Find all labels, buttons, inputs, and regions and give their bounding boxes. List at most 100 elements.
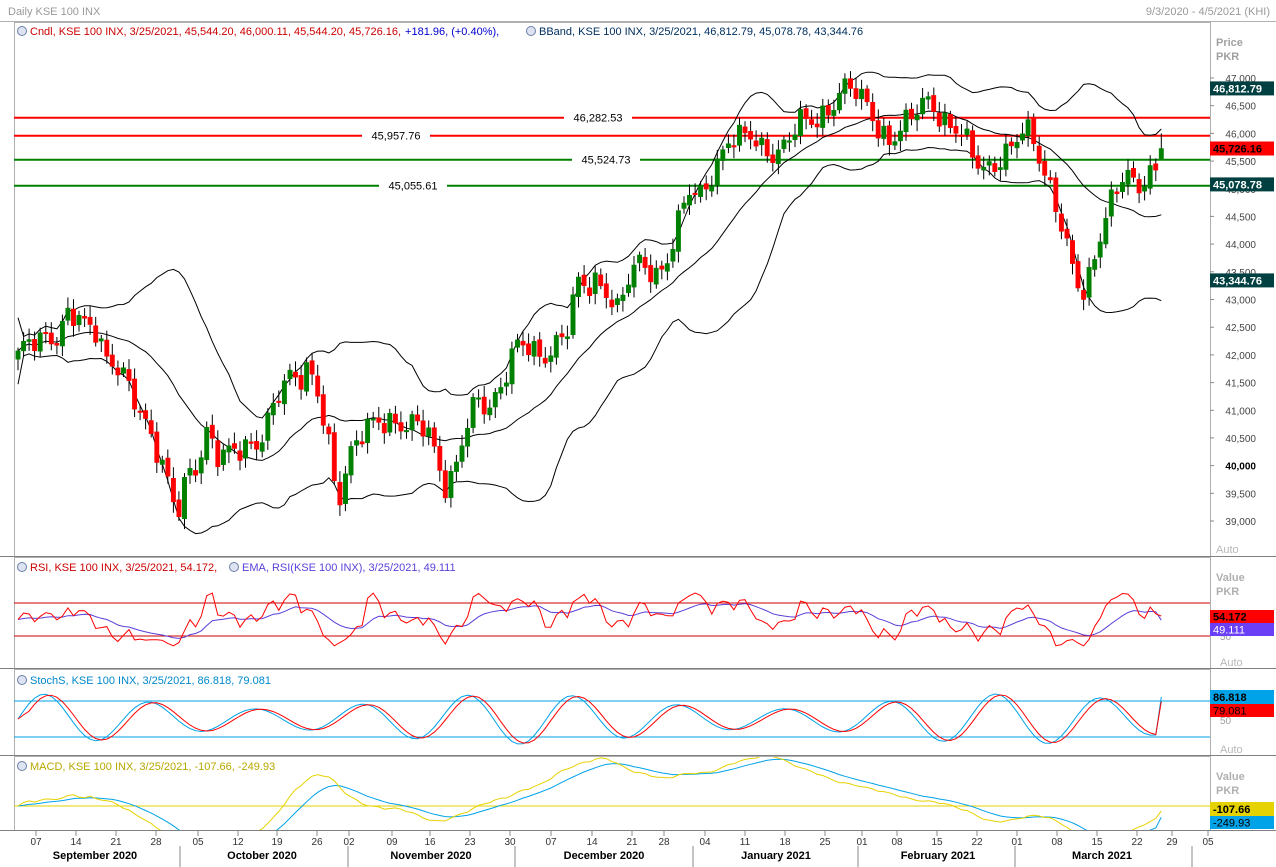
candle[interactable] [376,417,382,423]
candle[interactable] [1081,289,1087,300]
candle[interactable] [920,97,926,115]
candle[interactable] [76,315,82,326]
candle[interactable] [664,263,670,272]
macd-legend-icon[interactable] [17,761,27,771]
candle[interactable] [387,413,393,433]
rsi-auto-scale[interactable]: Auto [1220,657,1243,669]
candle[interactable] [764,139,770,157]
candle[interactable] [709,186,715,192]
candle[interactable] [1031,117,1037,145]
candle[interactable] [48,332,54,345]
candle[interactable] [781,139,787,149]
candle[interactable] [842,78,848,94]
candle[interactable] [542,357,548,364]
candle[interactable] [104,339,110,357]
candle[interactable] [515,339,520,348]
candle[interactable] [1114,191,1120,194]
candle[interactable] [603,283,609,298]
candle[interactable] [121,367,126,374]
candle[interactable] [592,272,598,294]
candle[interactable] [1131,168,1136,178]
candle[interactable] [170,478,176,503]
candle[interactable] [237,450,243,461]
candle[interactable] [1058,213,1064,232]
candle[interactable] [931,95,937,112]
candle[interactable] [437,446,443,471]
candle[interactable] [836,93,842,111]
candle[interactable] [587,287,593,296]
price-panel[interactable] [14,22,1211,557]
candle[interactable] [725,143,731,148]
candle[interactable] [775,149,781,165]
candle[interactable] [825,105,831,116]
candle[interactable] [681,202,687,209]
candle[interactable] [154,431,160,463]
candle-legend-icon[interactable] [17,26,27,36]
candle[interactable] [1003,143,1009,170]
candle[interactable] [165,457,171,477]
candle[interactable] [714,158,720,186]
candle[interactable] [753,140,759,147]
candle[interactable] [620,294,626,301]
candle[interactable] [309,360,315,375]
candle[interactable] [204,427,210,461]
candle[interactable] [853,88,859,99]
candle[interactable] [687,194,692,206]
candle[interactable] [404,430,409,433]
candle[interactable] [692,192,698,195]
candle[interactable] [481,396,487,415]
candle[interactable] [298,375,304,390]
candle[interactable] [1014,142,1020,149]
candle[interactable] [570,294,576,336]
candle[interactable] [293,371,298,378]
candle[interactable] [276,400,282,403]
candle[interactable] [814,123,820,128]
candle[interactable] [487,407,493,416]
candle[interactable] [737,124,742,146]
candle[interactable] [232,443,237,449]
candle[interactable] [304,362,310,392]
candle[interactable] [559,333,565,338]
candle[interactable] [109,354,115,367]
rsi-legend-icon[interactable] [17,562,27,572]
candle[interactable] [631,264,637,288]
candle[interactable] [459,445,465,462]
candle[interactable] [870,101,876,122]
candle[interactable] [1125,169,1131,185]
candle[interactable] [320,394,326,426]
candle[interactable] [986,161,992,166]
candle[interactable] [198,457,204,474]
candle[interactable] [470,397,476,428]
candle[interactable] [265,412,271,441]
candle[interactable] [98,338,104,342]
candle[interactable] [503,382,509,387]
price-auto-scale[interactable]: Auto [1216,544,1239,556]
candle[interactable] [415,414,421,422]
candle[interactable] [370,418,376,421]
candle[interactable] [220,449,226,465]
candle[interactable] [742,126,748,134]
candle[interactable] [82,316,88,319]
candle[interactable] [809,119,815,125]
candle[interactable] [564,336,570,340]
candle[interactable] [1153,163,1159,171]
candle[interactable] [1142,186,1148,192]
candle[interactable] [254,441,260,450]
candle[interactable] [1075,261,1081,289]
candle[interactable] [354,440,360,446]
candle[interactable] [936,112,942,127]
candle[interactable] [454,461,459,472]
candle[interactable] [176,499,182,517]
candle[interactable] [581,274,587,286]
candle[interactable] [270,402,276,416]
candle[interactable] [420,420,426,437]
candle[interactable] [537,339,543,357]
candle[interactable] [1053,177,1059,212]
candle[interactable] [331,432,337,482]
candle[interactable] [1103,218,1109,245]
candle[interactable] [226,445,232,453]
candle[interactable] [442,470,448,499]
candle[interactable] [1158,148,1164,159]
candle[interactable] [1070,240,1075,264]
candle[interactable] [576,276,581,297]
